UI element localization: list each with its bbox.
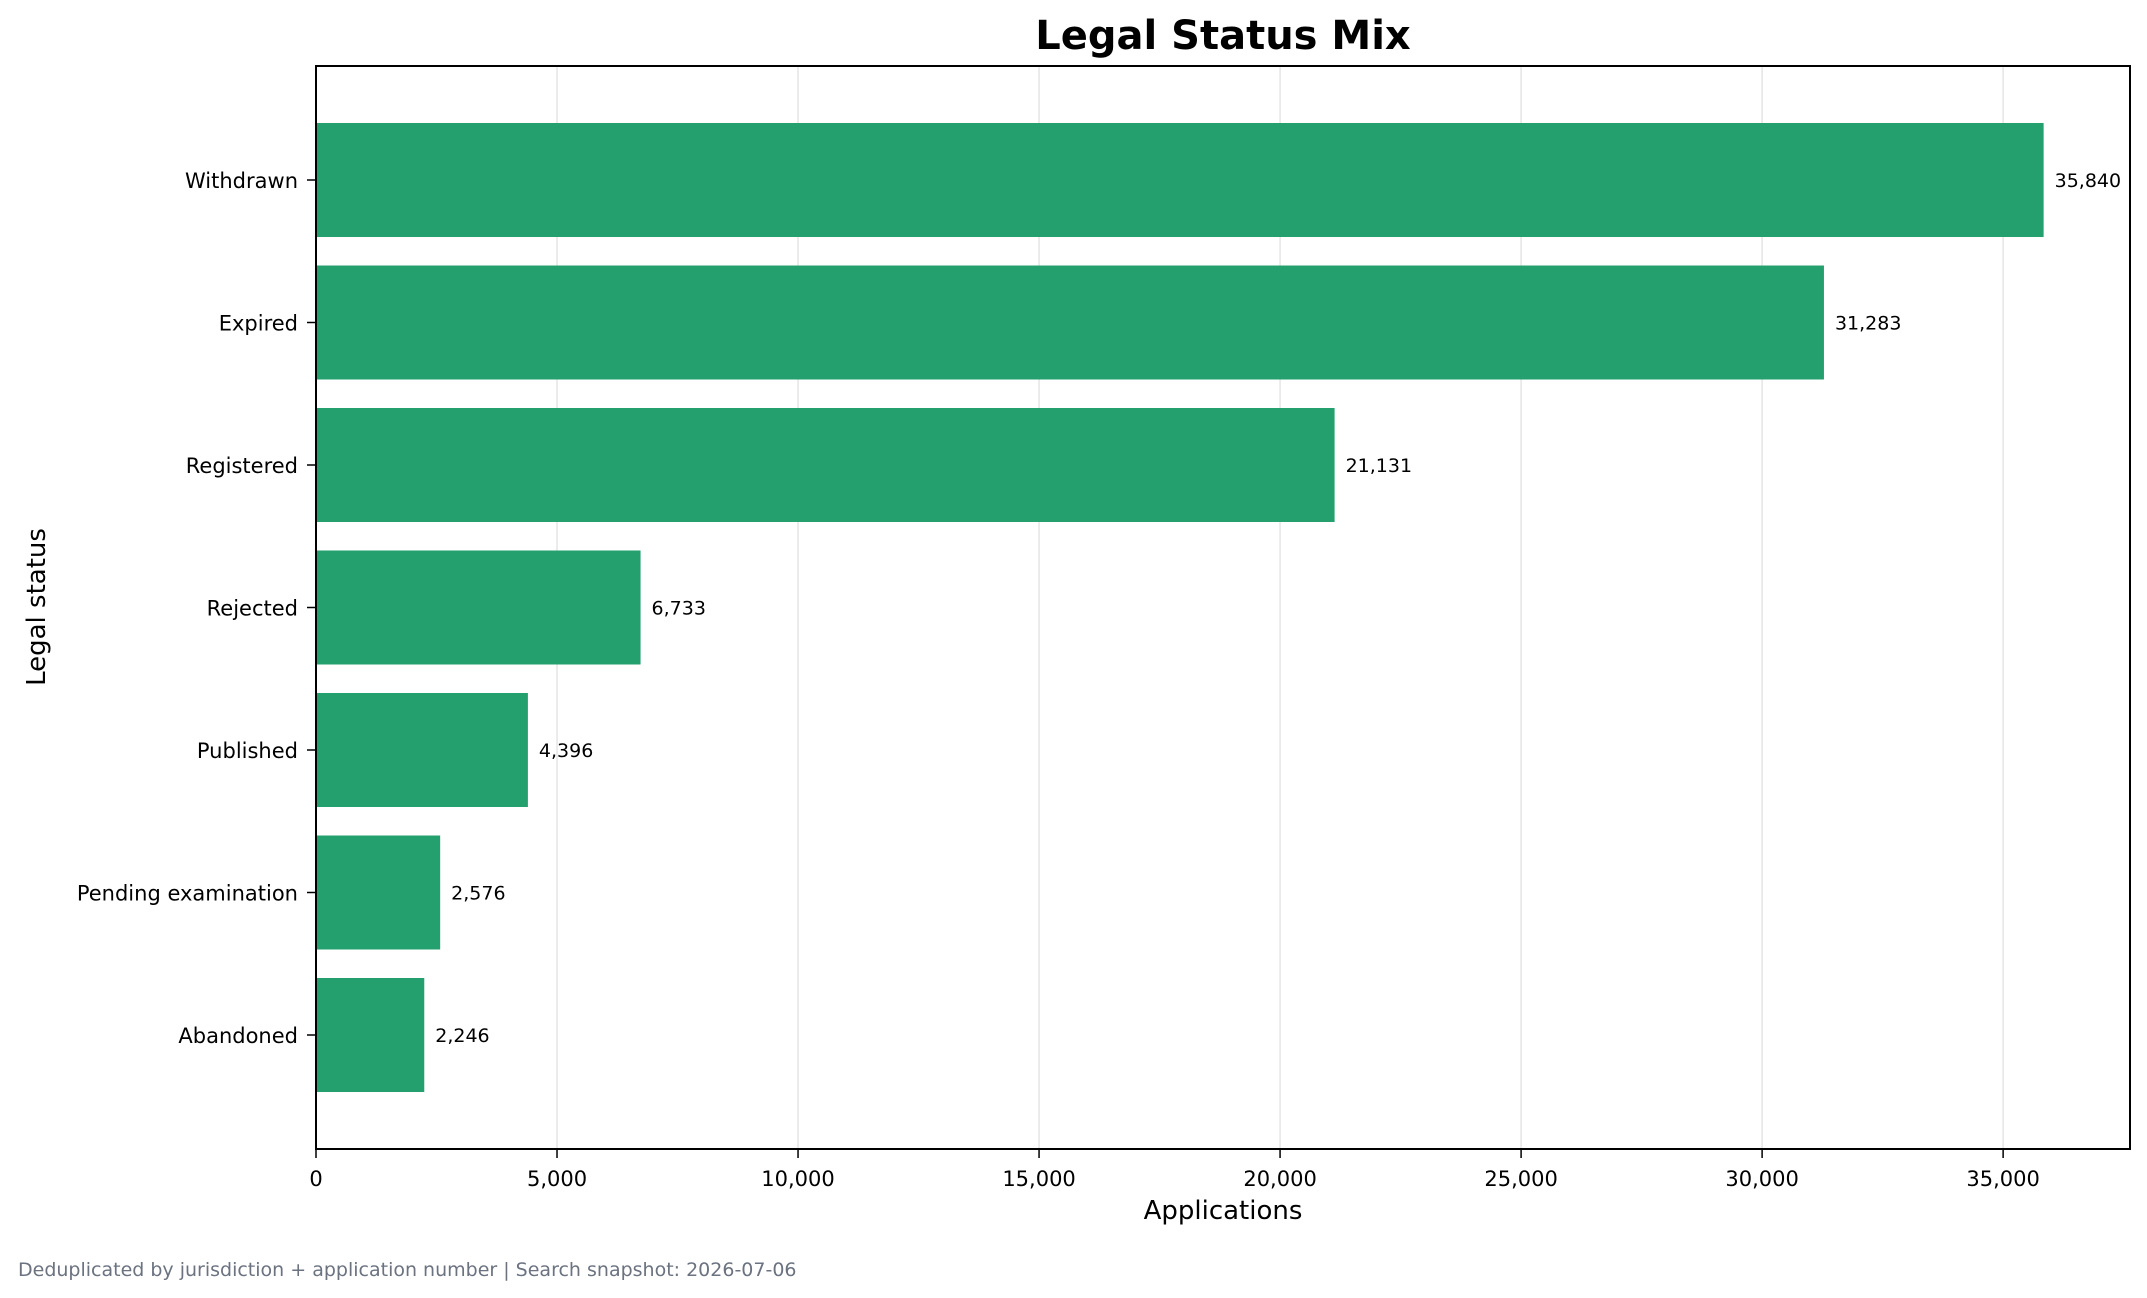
bar (316, 408, 1335, 522)
x-tick-label: 25,000 (1484, 1167, 1557, 1191)
footnote: Deduplicated by jurisdiction + applicati… (18, 1259, 797, 1281)
y-axis: Withdrawn Expired Registered Rejected Publis… (77, 169, 316, 1048)
x-tick-label: 35,000 (1966, 1167, 2039, 1191)
value-label: 2,246 (435, 1025, 489, 1047)
value-label: 2,576 (451, 883, 505, 905)
bar (316, 550, 641, 665)
y-axis-label: Legal status (22, 528, 52, 686)
y-tick-label: Rejected (207, 597, 298, 621)
x-tick-label: 10,000 (761, 1167, 834, 1191)
value-label: 21,131 (1346, 455, 1412, 477)
x-tick-label: 5,000 (527, 1167, 587, 1191)
x-tick-label: 0 (309, 1167, 322, 1191)
bar (316, 693, 528, 807)
value-labels: 35,840 31,283 21,131 6,733 4,396 2,576 2,246 (435, 170, 2121, 1047)
bars (316, 123, 2044, 1092)
y-tick-label: Pending examination (77, 882, 298, 906)
x-axis-label: Applications (1144, 1196, 1303, 1226)
bar (316, 835, 441, 950)
value-label: 4,396 (539, 740, 593, 762)
x-tick-label: 30,000 (1725, 1167, 1798, 1191)
y-tick-label: Registered (186, 454, 298, 478)
grid-lines (556, 66, 2004, 1149)
bar (316, 265, 1824, 380)
y-tick-label: Expired (219, 312, 298, 336)
bar (316, 123, 2044, 237)
value-label: 31,283 (1835, 313, 1901, 335)
x-axis: 0 5,000 10,000 15,000 20,000 25,000 30,000 35,0… (309, 1149, 2040, 1191)
value-label: 6,733 (652, 598, 706, 620)
x-tick-label: 15,000 (1002, 1167, 1075, 1191)
bar (316, 978, 425, 1092)
x-tick-label: 20,000 (1243, 1167, 1316, 1191)
y-tick-label: Abandoned (178, 1024, 298, 1048)
value-label: 35,840 (2055, 170, 2121, 192)
y-tick-label: Withdrawn (185, 169, 298, 193)
chart-title: Legal Status Mix (1035, 13, 1411, 59)
y-tick-label: Published (197, 739, 298, 763)
